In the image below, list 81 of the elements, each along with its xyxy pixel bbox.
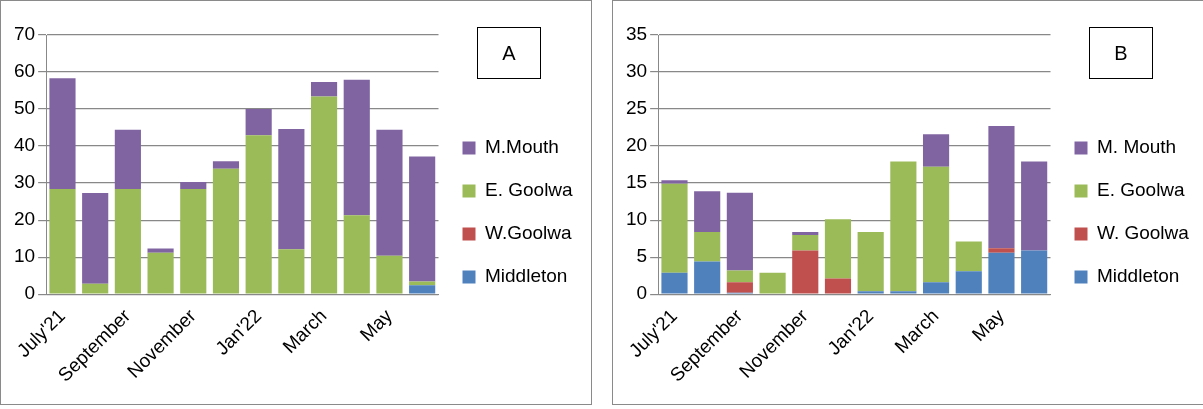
bar [694, 261, 721, 294]
y-tick-label: 10 [625, 208, 648, 230]
bar [49, 78, 76, 190]
bar [726, 270, 753, 283]
bar [988, 248, 1015, 253]
y-tick-label: 15 [625, 171, 648, 193]
legend-label: E. Goolwa [485, 179, 574, 201]
bar [310, 82, 338, 97]
legend-label: W.Goolwa [485, 222, 573, 244]
bar [245, 109, 272, 136]
bar [409, 285, 436, 294]
y-tick-label: 40 [13, 134, 36, 156]
bar [792, 234, 819, 251]
y-tick-label: 20 [13, 208, 36, 230]
legend-label: M.Mouth [485, 136, 559, 158]
text: A [477, 27, 541, 79]
bar [922, 282, 950, 294]
bar [1021, 161, 1048, 251]
bar [694, 191, 721, 232]
bar [82, 283, 109, 294]
text: B [1089, 27, 1153, 79]
bar [114, 189, 141, 294]
y-tick-label: 10 [13, 245, 36, 267]
bar [890, 291, 917, 294]
bar [792, 231, 819, 235]
bar [310, 96, 338, 294]
y-tick-label: 35 [625, 23, 648, 45]
bar [759, 272, 786, 294]
bar [376, 129, 403, 256]
bar [955, 271, 982, 294]
x-tick-label: May [967, 304, 1009, 346]
bar [661, 272, 688, 294]
legend-label: Middleton [485, 265, 568, 287]
bar [661, 180, 688, 184]
bar [180, 181, 207, 190]
bar [212, 168, 240, 294]
bar [278, 249, 305, 294]
bar [988, 126, 1015, 249]
bar [726, 192, 753, 271]
y-tick-label: 0 [636, 282, 648, 304]
bar [857, 231, 884, 292]
bar [661, 183, 688, 273]
bar [409, 156, 436, 282]
bar [114, 129, 141, 190]
bar [922, 134, 950, 167]
bar [147, 252, 174, 294]
y-tick-label: 0 [24, 282, 36, 304]
y-tick-label: 5 [636, 245, 648, 267]
bar [890, 161, 917, 292]
bar [955, 241, 982, 272]
y-tick-label: 30 [13, 171, 36, 193]
legend-label: E. Goolwa [1097, 179, 1186, 201]
bar [376, 255, 403, 294]
bar [343, 215, 370, 294]
bar [245, 135, 272, 294]
y-tick-label: 60 [13, 60, 36, 82]
bar [1021, 250, 1048, 294]
y-tick-label: 70 [13, 23, 36, 45]
bar [988, 252, 1015, 294]
y-tick-label: 25 [625, 97, 648, 119]
bar [49, 189, 76, 294]
bar [857, 291, 884, 294]
bar [147, 248, 174, 253]
legend-label: Middleton [1097, 265, 1180, 287]
y-tick-label: 20 [625, 134, 648, 156]
bar [212, 161, 240, 169]
bar [343, 79, 370, 216]
bar [694, 231, 721, 262]
bar [726, 282, 753, 293]
legend-label: M. Mouth [1097, 136, 1177, 158]
bar [278, 129, 305, 250]
bar [824, 278, 852, 294]
bar [180, 189, 207, 294]
bar [824, 219, 852, 279]
y-tick-label: 50 [13, 97, 36, 119]
bar [82, 193, 109, 284]
x-tick-label: May [355, 304, 397, 346]
legend-label: W. Goolwa [1097, 222, 1190, 244]
bar [922, 166, 950, 283]
bar [792, 250, 819, 294]
y-tick-label: 30 [625, 60, 648, 82]
